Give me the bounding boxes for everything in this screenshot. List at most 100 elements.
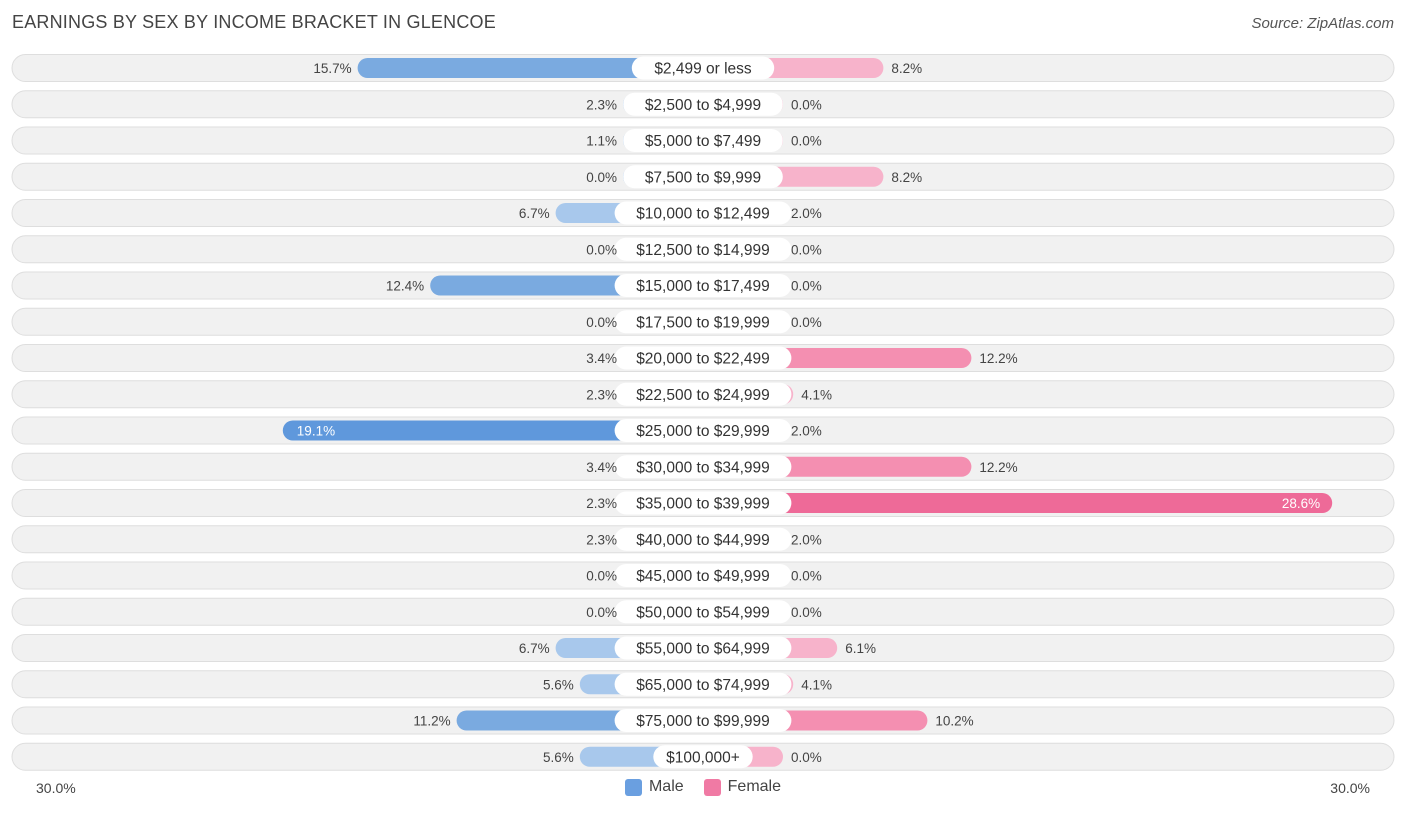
category-label-bg — [631, 56, 775, 80]
bar-row: $20,000 to $22,499 3.4% 12.2% — [11, 344, 1395, 372]
legend-item-male[interactable]: Male — [624, 778, 684, 796]
female-value-label: 2.0% — [791, 206, 822, 221]
category-label: $40,000 to $44,999 — [636, 532, 770, 549]
category-label-bg — [623, 129, 783, 152]
female-value-label: 4.1% — [801, 387, 832, 402]
category-label-bg — [614, 274, 792, 297]
legend: Male Female — [0, 778, 1406, 796]
male-value-label: 0.0% — [586, 569, 617, 584]
male-value-label: 19.1% — [297, 424, 335, 439]
female-value-label: 0.0% — [791, 97, 822, 112]
category-label: $100,000+ — [666, 749, 740, 766]
category-label: $45,000 to $49,999 — [636, 568, 770, 585]
male-value-label: 2.3% — [586, 387, 617, 402]
male-value-label: 2.3% — [586, 532, 617, 547]
category-label-bg — [653, 745, 753, 769]
bar-row: $30,000 to $34,999 3.4% 12.2% — [11, 452, 1395, 481]
bar-chart: $2,499 or less 15.7% 8.2% $2,500 to $4,999 2… — [11, 54, 1395, 771]
female-value-label: 0.0% — [791, 315, 822, 330]
category-label-bg — [623, 165, 783, 189]
category-label-bg — [614, 455, 792, 479]
category-label-bg — [614, 636, 792, 660]
male-value-label: 15.7% — [313, 61, 351, 76]
category-label-bg — [614, 527, 792, 551]
category-label-bg — [614, 310, 792, 334]
male-value-label: 3.4% — [586, 460, 617, 475]
bar-row: $25,000 to $29,999 19.1% 2.0% — [11, 416, 1395, 445]
axis-max-label: 30.0% — [1330, 780, 1370, 796]
category-label: $75,000 to $99,999 — [636, 713, 770, 730]
bar-row: $75,000 to $99,999 11.2% 10.2% — [11, 706, 1395, 735]
category-label: $17,500 to $19,999 — [636, 314, 770, 331]
male-value-label: 11.2% — [413, 714, 450, 729]
category-label-bg — [614, 600, 792, 624]
female-value-label: 0.0% — [791, 569, 822, 584]
bar-row: $40,000 to $44,999 2.3% 2.0% — [11, 525, 1395, 554]
category-label: $12,500 to $14,999 — [636, 242, 770, 259]
bar-row: $50,000 to $54,999 0.0% 0.0% — [11, 597, 1395, 626]
female-value-label: 12.2% — [979, 351, 1017, 366]
category-label-bg — [614, 564, 792, 587]
category-label-bg — [614, 419, 792, 442]
male-value-label: 0.0% — [586, 242, 617, 257]
male-value-label: 2.3% — [586, 97, 617, 112]
bar-row: $100,000+ 5.6% 0.0% — [11, 742, 1395, 771]
bar-row: $2,499 or less 15.7% 8.2% — [11, 54, 1395, 82]
legend-item-female[interactable]: Female — [703, 778, 781, 796]
female-value-label: 8.2% — [891, 61, 922, 76]
male-value-label: 3.4% — [586, 351, 617, 366]
legend-label-male: Male — [648, 778, 684, 795]
female-bar — [703, 493, 1333, 513]
bar-row: $5,000 to $7,499 1.1% 0.0% — [11, 126, 1395, 155]
legend-swatch-female — [703, 778, 721, 796]
female-value-label: 28.6% — [1282, 496, 1320, 511]
female-value-label: 8.2% — [891, 170, 922, 185]
category-label: $35,000 to $39,999 — [636, 496, 770, 513]
category-label: $7,500 to $9,999 — [645, 169, 761, 186]
female-value-label: 12.2% — [979, 460, 1017, 475]
category-label: $50,000 to $54,999 — [636, 604, 770, 621]
category-label: $30,000 to $34,999 — [636, 459, 770, 476]
male-value-label: 2.3% — [586, 496, 617, 511]
bar-row: $45,000 to $49,999 0.0% 0.0% — [11, 561, 1395, 590]
male-bar — [282, 420, 703, 441]
category-label: $5,000 to $7,499 — [645, 133, 761, 150]
bar-row: $17,500 to $19,999 0.0% 0.0% — [11, 307, 1395, 336]
axis-min-label: 30.0% — [36, 780, 76, 796]
category-label: $22,500 to $24,999 — [636, 387, 770, 404]
female-value-label: 2.0% — [791, 532, 822, 547]
female-value-label: 0.0% — [791, 750, 822, 765]
category-label: $65,000 to $74,999 — [636, 677, 770, 694]
male-value-label: 5.6% — [543, 677, 574, 692]
chart-title: EARNINGS BY SEX BY INCOME BRACKET IN GLE… — [12, 12, 496, 32]
category-label: $25,000 to $29,999 — [636, 423, 770, 440]
category-label-bg — [614, 382, 792, 406]
category-label: $15,000 to $17,499 — [636, 278, 770, 295]
bar-row: $7,500 to $9,999 0.0% 8.2% — [11, 162, 1395, 191]
bar-row: $55,000 to $64,999 6.7% 6.1% — [11, 634, 1395, 662]
category-label-bg — [623, 92, 783, 116]
category-label: $20,000 to $22,499 — [636, 351, 770, 368]
category-label-bg — [614, 201, 792, 225]
bar-row: $12,500 to $14,999 0.0% 0.0% — [11, 235, 1395, 264]
bar-row: $10,000 to $12,499 6.7% 2.0% — [11, 199, 1395, 227]
female-value-label: 0.0% — [791, 242, 822, 257]
male-value-label: 0.0% — [586, 170, 617, 185]
bar-row: $35,000 to $39,999 2.3% 28.6% — [11, 489, 1395, 517]
male-value-label: 0.0% — [586, 315, 617, 330]
male-value-label: 6.7% — [519, 206, 550, 221]
legend-swatch-male — [624, 778, 642, 796]
category-label-bg — [614, 491, 792, 515]
female-value-label: 0.0% — [791, 134, 822, 149]
bar-row: $15,000 to $17,499 12.4% 0.0% — [11, 271, 1395, 300]
category-label: $55,000 to $64,999 — [636, 641, 770, 658]
male-value-label: 5.6% — [543, 750, 574, 765]
category-label: $2,499 or less — [654, 61, 752, 78]
male-value-label: 6.7% — [519, 641, 550, 656]
bar-row: $65,000 to $74,999 5.6% 4.1% — [11, 670, 1395, 699]
female-value-label: 4.1% — [801, 677, 832, 692]
female-value-label: 10.2% — [935, 714, 973, 729]
female-value-label: 0.0% — [791, 605, 822, 620]
bar-row: $22,500 to $24,999 2.3% 4.1% — [11, 380, 1395, 409]
male-value-label: 0.0% — [586, 605, 617, 620]
